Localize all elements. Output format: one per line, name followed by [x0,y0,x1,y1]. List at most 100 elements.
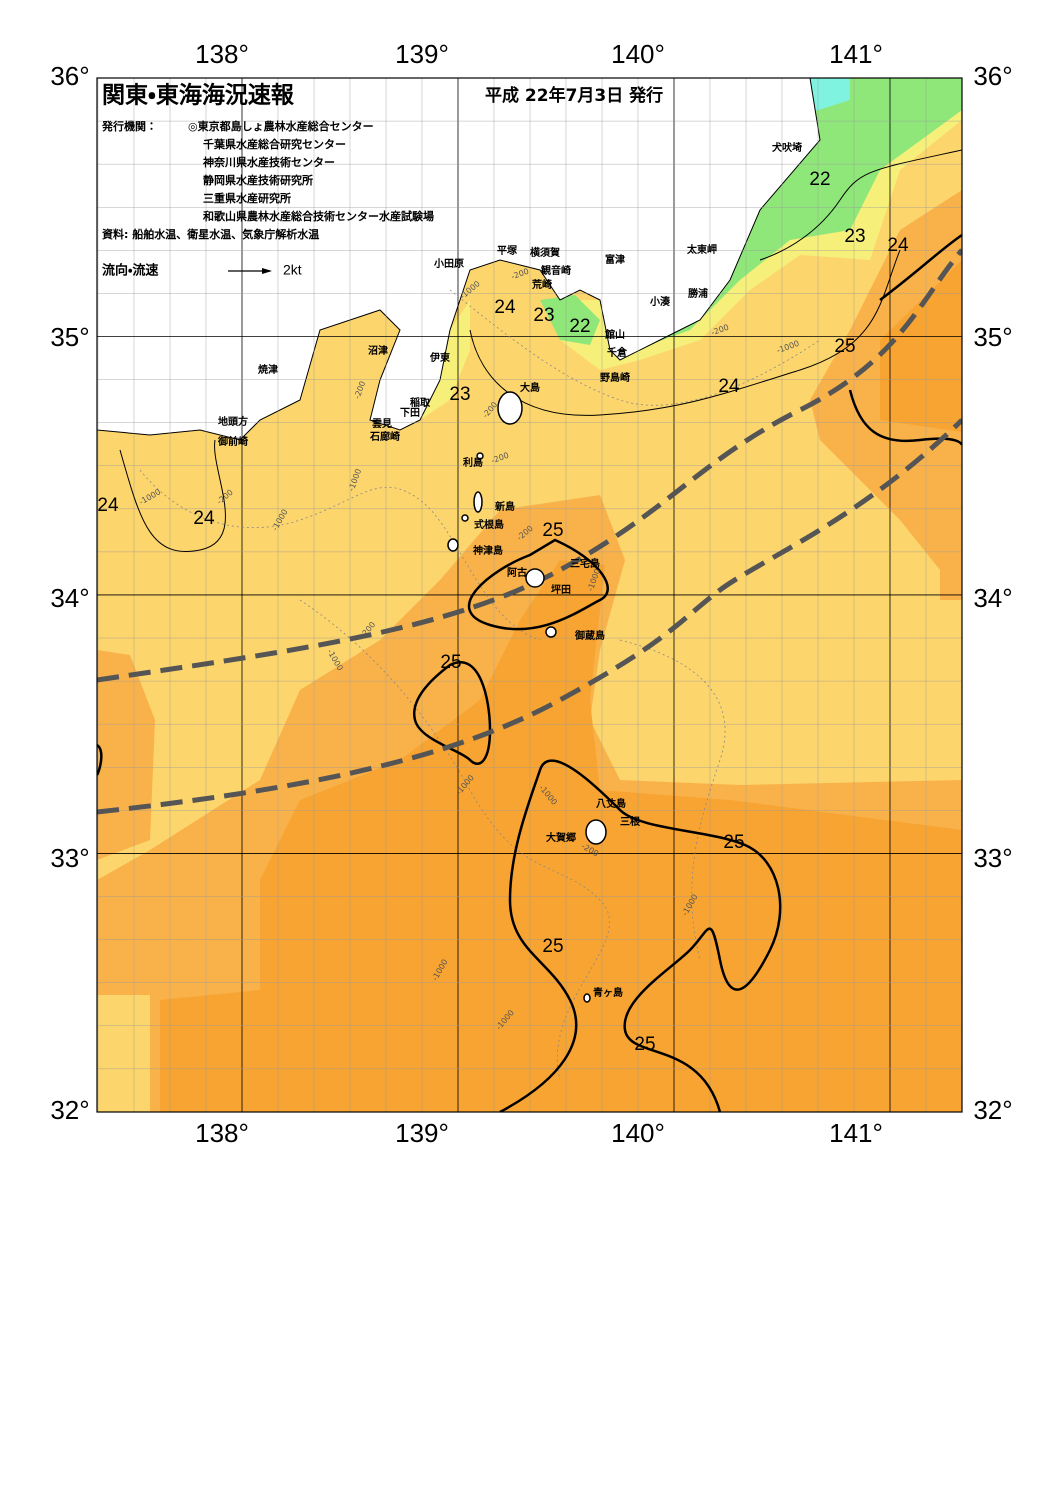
isotherm [97,743,103,776]
place-name: 平塚 [497,244,518,257]
legend-arrowhead [262,268,272,274]
grid [97,78,962,1112]
place-name: 御蔵島 [574,629,605,642]
isotherm-label: 24 [193,508,215,529]
isotherm-label: 25 [834,336,855,357]
sea-hot [160,560,962,1112]
longitude-label: 138° [195,39,249,69]
sea-cool [420,300,470,420]
latitude-label: 36° [50,61,89,91]
kuroshio-axis [97,418,962,815]
longitude-label: 141° [829,39,883,69]
isotherm-label: 25 [542,936,563,957]
island [461,514,469,522]
date: 平成 22年7月3日 発行 [485,85,663,106]
place-name: 横須賀 [530,246,560,259]
isotherm-label: 25 [440,652,461,673]
latitude-label: 33° [973,843,1012,873]
place-name: 坪田 [551,583,571,596]
isotherm-label: 25 [634,1034,655,1055]
longitude-label: 141° [829,1118,883,1148]
latitude-label: 34° [50,583,89,613]
isotherm-label: 23 [844,226,865,247]
islands [447,391,607,1003]
isotherm [119,439,226,552]
sea-hot [880,260,962,432]
place-name: 大賀郷 [546,831,576,844]
title: 関東・東海海況速報 [102,82,295,109]
isotherm [467,538,609,631]
isotherm-label: 23 [533,305,554,326]
place-name: 八丈島 [596,797,626,810]
place-name: 雲見 [372,418,392,430]
place-name: 三宅島 [570,557,600,570]
sea-cold [620,78,962,348]
issuer: 和歌山県農林水産総合技術センター水産試験場 [203,209,434,223]
place-name: 大島 [520,381,540,394]
island [497,391,523,425]
issuers-label: 発行機関： [101,119,157,133]
latitude-label: 34° [973,583,1012,613]
latitude-label: 32° [973,1095,1012,1125]
isotherm-label: 25 [723,832,744,853]
isotherm-label: 25 [542,520,563,541]
place-name: 稲取 [410,396,431,409]
map-frame [96,77,963,1113]
place-name: 下田 [400,407,420,419]
place-name: 三根 [620,815,641,828]
island [545,626,557,638]
isotherms-25 [97,233,962,1112]
place-name: 御前崎 [217,435,248,448]
source: 資料: 船舶水温、衛星水温、気象庁解析水温 [102,227,319,241]
place-name: 荒崎 [531,278,552,291]
isotherm [412,661,492,765]
axis-labels: 138° 138° 139° 139° 140° 140° 141° 141° 36° 36° 35… [50,39,1012,1148]
island [473,491,483,513]
longitude-label: 138° [195,1118,249,1148]
longitude-label: 140° [611,1118,665,1148]
place-name: 阿古 [507,566,527,579]
isotherm [759,149,962,261]
latitude-label: 33° [50,843,89,873]
issuer: ◎東京都島しょ農林水産総合センター [188,119,374,133]
island [585,819,607,845]
place-name: 千倉 [607,346,628,359]
isotherm-label: 24 [718,376,740,397]
place-name: 小湊 [649,295,671,308]
island [525,568,545,588]
place-name: 野島崎 [600,371,630,384]
kuroshio [97,248,962,815]
place-name: 式根島 [474,518,504,531]
place-name: 勝浦 [688,287,708,300]
latitude-label: 35° [973,322,1012,352]
isotherm-label: 24 [494,297,516,318]
issuer: 静岡県水産技術研究所 [203,173,313,187]
place-name: 館山 [604,328,625,341]
island [476,452,484,460]
latitude-label: 36° [973,61,1012,91]
latitude-label: 32° [50,1095,89,1125]
place-name: 沼津 [368,344,388,357]
place-name: 青ヶ島 [593,986,623,999]
place-name: 小田原 [433,257,464,270]
place-name: 新島 [494,500,515,513]
place-name: 焼津 [258,363,278,376]
isotherm-label: 22 [809,169,830,190]
place-name: 富津 [605,253,625,266]
isotherm [879,233,962,301]
isotherm-label: 23 [449,384,470,405]
place-name: 地頭方 [218,415,248,428]
place-name: 神津島 [472,544,503,557]
place-name: 石廊崎 [369,430,400,443]
isotherm [499,759,782,1112]
place-name: 伊東 [429,351,450,364]
longitude-label: 139° [395,1118,449,1148]
sea-cold [540,295,600,345]
longitude-label: 140° [611,39,665,69]
latitude-label: 35° [50,322,89,352]
isotherm-label: 22 [569,316,590,337]
isotherm [848,389,962,446]
isotherm-label: 24 [97,495,119,516]
